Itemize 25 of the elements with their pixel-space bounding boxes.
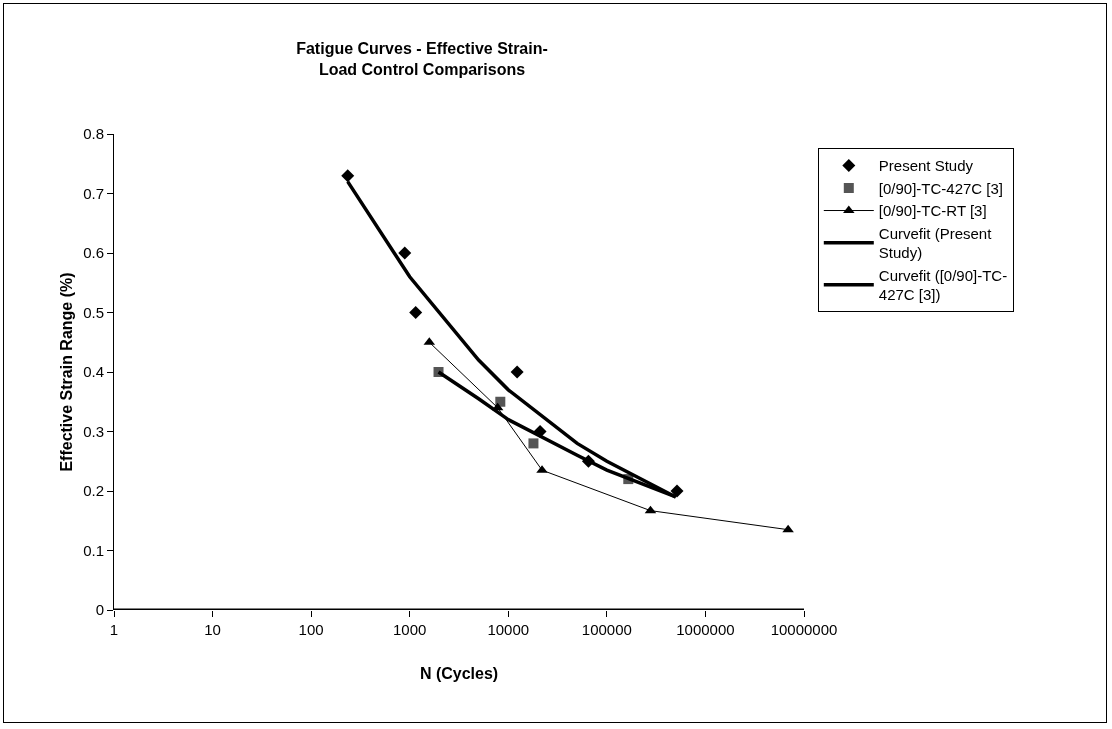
x-tick-label: 10000 bbox=[487, 621, 530, 638]
legend-label: [0/90]-TC-RT [3] bbox=[878, 202, 987, 220]
x-tick-label: 100 bbox=[298, 621, 324, 638]
y-axis-title: Effective Strain Range (%) bbox=[58, 272, 75, 472]
legend-label: [0/90]-TC-427C [3] bbox=[878, 179, 1004, 197]
legend-label: Curvefit (Present Study) bbox=[878, 224, 993, 262]
y-tick-label: 0.1 bbox=[83, 541, 104, 559]
x-axis-title: N (Cycles) bbox=[419, 664, 499, 682]
chart-title: Fatigue Curves - Effective Strain- Load Control Comparisons bbox=[296, 40, 548, 78]
y-tick-label: 0 bbox=[95, 601, 104, 619]
legend-label: Present Study bbox=[878, 157, 974, 175]
x-tick-label: 10000000 bbox=[770, 621, 838, 638]
x-tick-label: 1000 bbox=[393, 621, 427, 638]
y-tick-label: 0.6 bbox=[83, 244, 104, 262]
y-tick-label: 0.7 bbox=[83, 184, 104, 202]
legend-label: Curvefit ([0/90]-TC- 427C [3]) bbox=[878, 266, 1008, 304]
y-tick-label: 0.5 bbox=[83, 303, 104, 321]
x-tick-label: 1 bbox=[109, 621, 119, 638]
y-tick-label: 0.2 bbox=[83, 482, 104, 500]
y-tick-label: 0.4 bbox=[83, 363, 104, 381]
x-tick-label: 10 bbox=[204, 621, 221, 638]
x-tick-label: 100000 bbox=[581, 621, 632, 638]
y-tick-label: 0.8 bbox=[83, 125, 104, 143]
x-tick-label: 1000000 bbox=[676, 621, 735, 638]
y-tick-label: 0.3 bbox=[83, 422, 104, 440]
